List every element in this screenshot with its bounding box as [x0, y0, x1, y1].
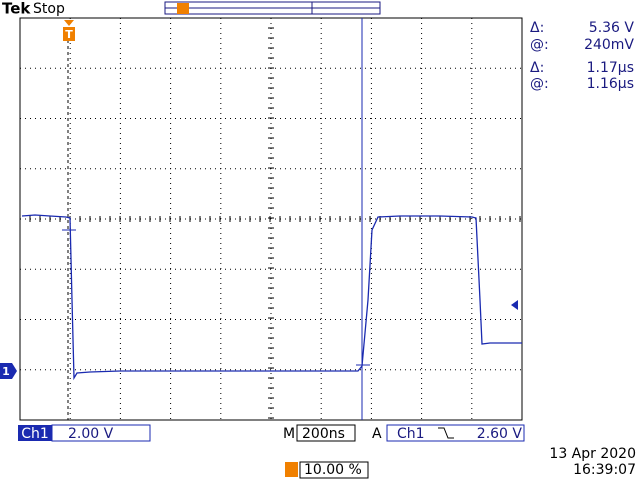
channel-marker-label: 1 [2, 365, 10, 378]
readout-label: Δ: [530, 20, 544, 36]
trigger-marker [63, 27, 75, 41]
readout-label: @: [530, 76, 549, 92]
readout-value: 1.16µs [587, 76, 634, 92]
trigger-position-icon [177, 3, 189, 14]
trigger-position-box [299, 461, 369, 479]
trigger-channel: Ch1 [397, 426, 425, 442]
time-per-div: 200ns [302, 426, 345, 442]
trigger-position-icon [285, 462, 298, 477]
trigger-marker-label: T [65, 28, 73, 41]
trigger-level-marker [511, 300, 518, 310]
trigger-label: A [372, 426, 382, 442]
readout-label: Δ: [530, 60, 544, 76]
channel-marker [0, 363, 17, 379]
graticule [19, 17, 523, 421]
time-label: M [283, 426, 295, 442]
trigger-arrow [64, 20, 74, 26]
readout-value: 5.36 V [589, 20, 635, 36]
date: 13 Apr 2020 [549, 446, 636, 462]
volts-per-div: 2.00 V [68, 426, 114, 442]
trigger-box [386, 424, 525, 442]
readout-value: 1.17µs [587, 60, 634, 76]
waveform [21, 214, 522, 381]
channel-badge [18, 425, 52, 441]
readout-label: @: [530, 37, 549, 53]
scale-box [51, 424, 151, 442]
trigger-level: 2.60 V [477, 426, 523, 442]
readout-value: 240mV [584, 37, 634, 53]
trigger-position: 10.00 % [304, 462, 362, 478]
status: Stop [33, 1, 65, 17]
time: 16:39:07 [573, 462, 636, 478]
footer-channel: Ch1 [21, 426, 49, 442]
brand: Tek [2, 0, 31, 18]
time-box [296, 424, 356, 442]
falling-edge-icon [438, 427, 454, 439]
